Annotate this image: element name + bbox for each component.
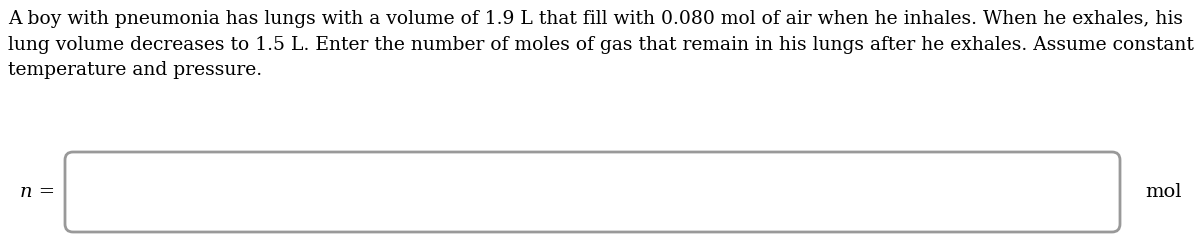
FancyBboxPatch shape — [65, 152, 1120, 232]
Text: A boy with pneumonia has lungs with a volume of 1.9 L that fill with 0.080 mol o: A boy with pneumonia has lungs with a vo… — [8, 10, 1194, 79]
Text: mol: mol — [1145, 183, 1182, 201]
Text: n =: n = — [20, 183, 55, 201]
